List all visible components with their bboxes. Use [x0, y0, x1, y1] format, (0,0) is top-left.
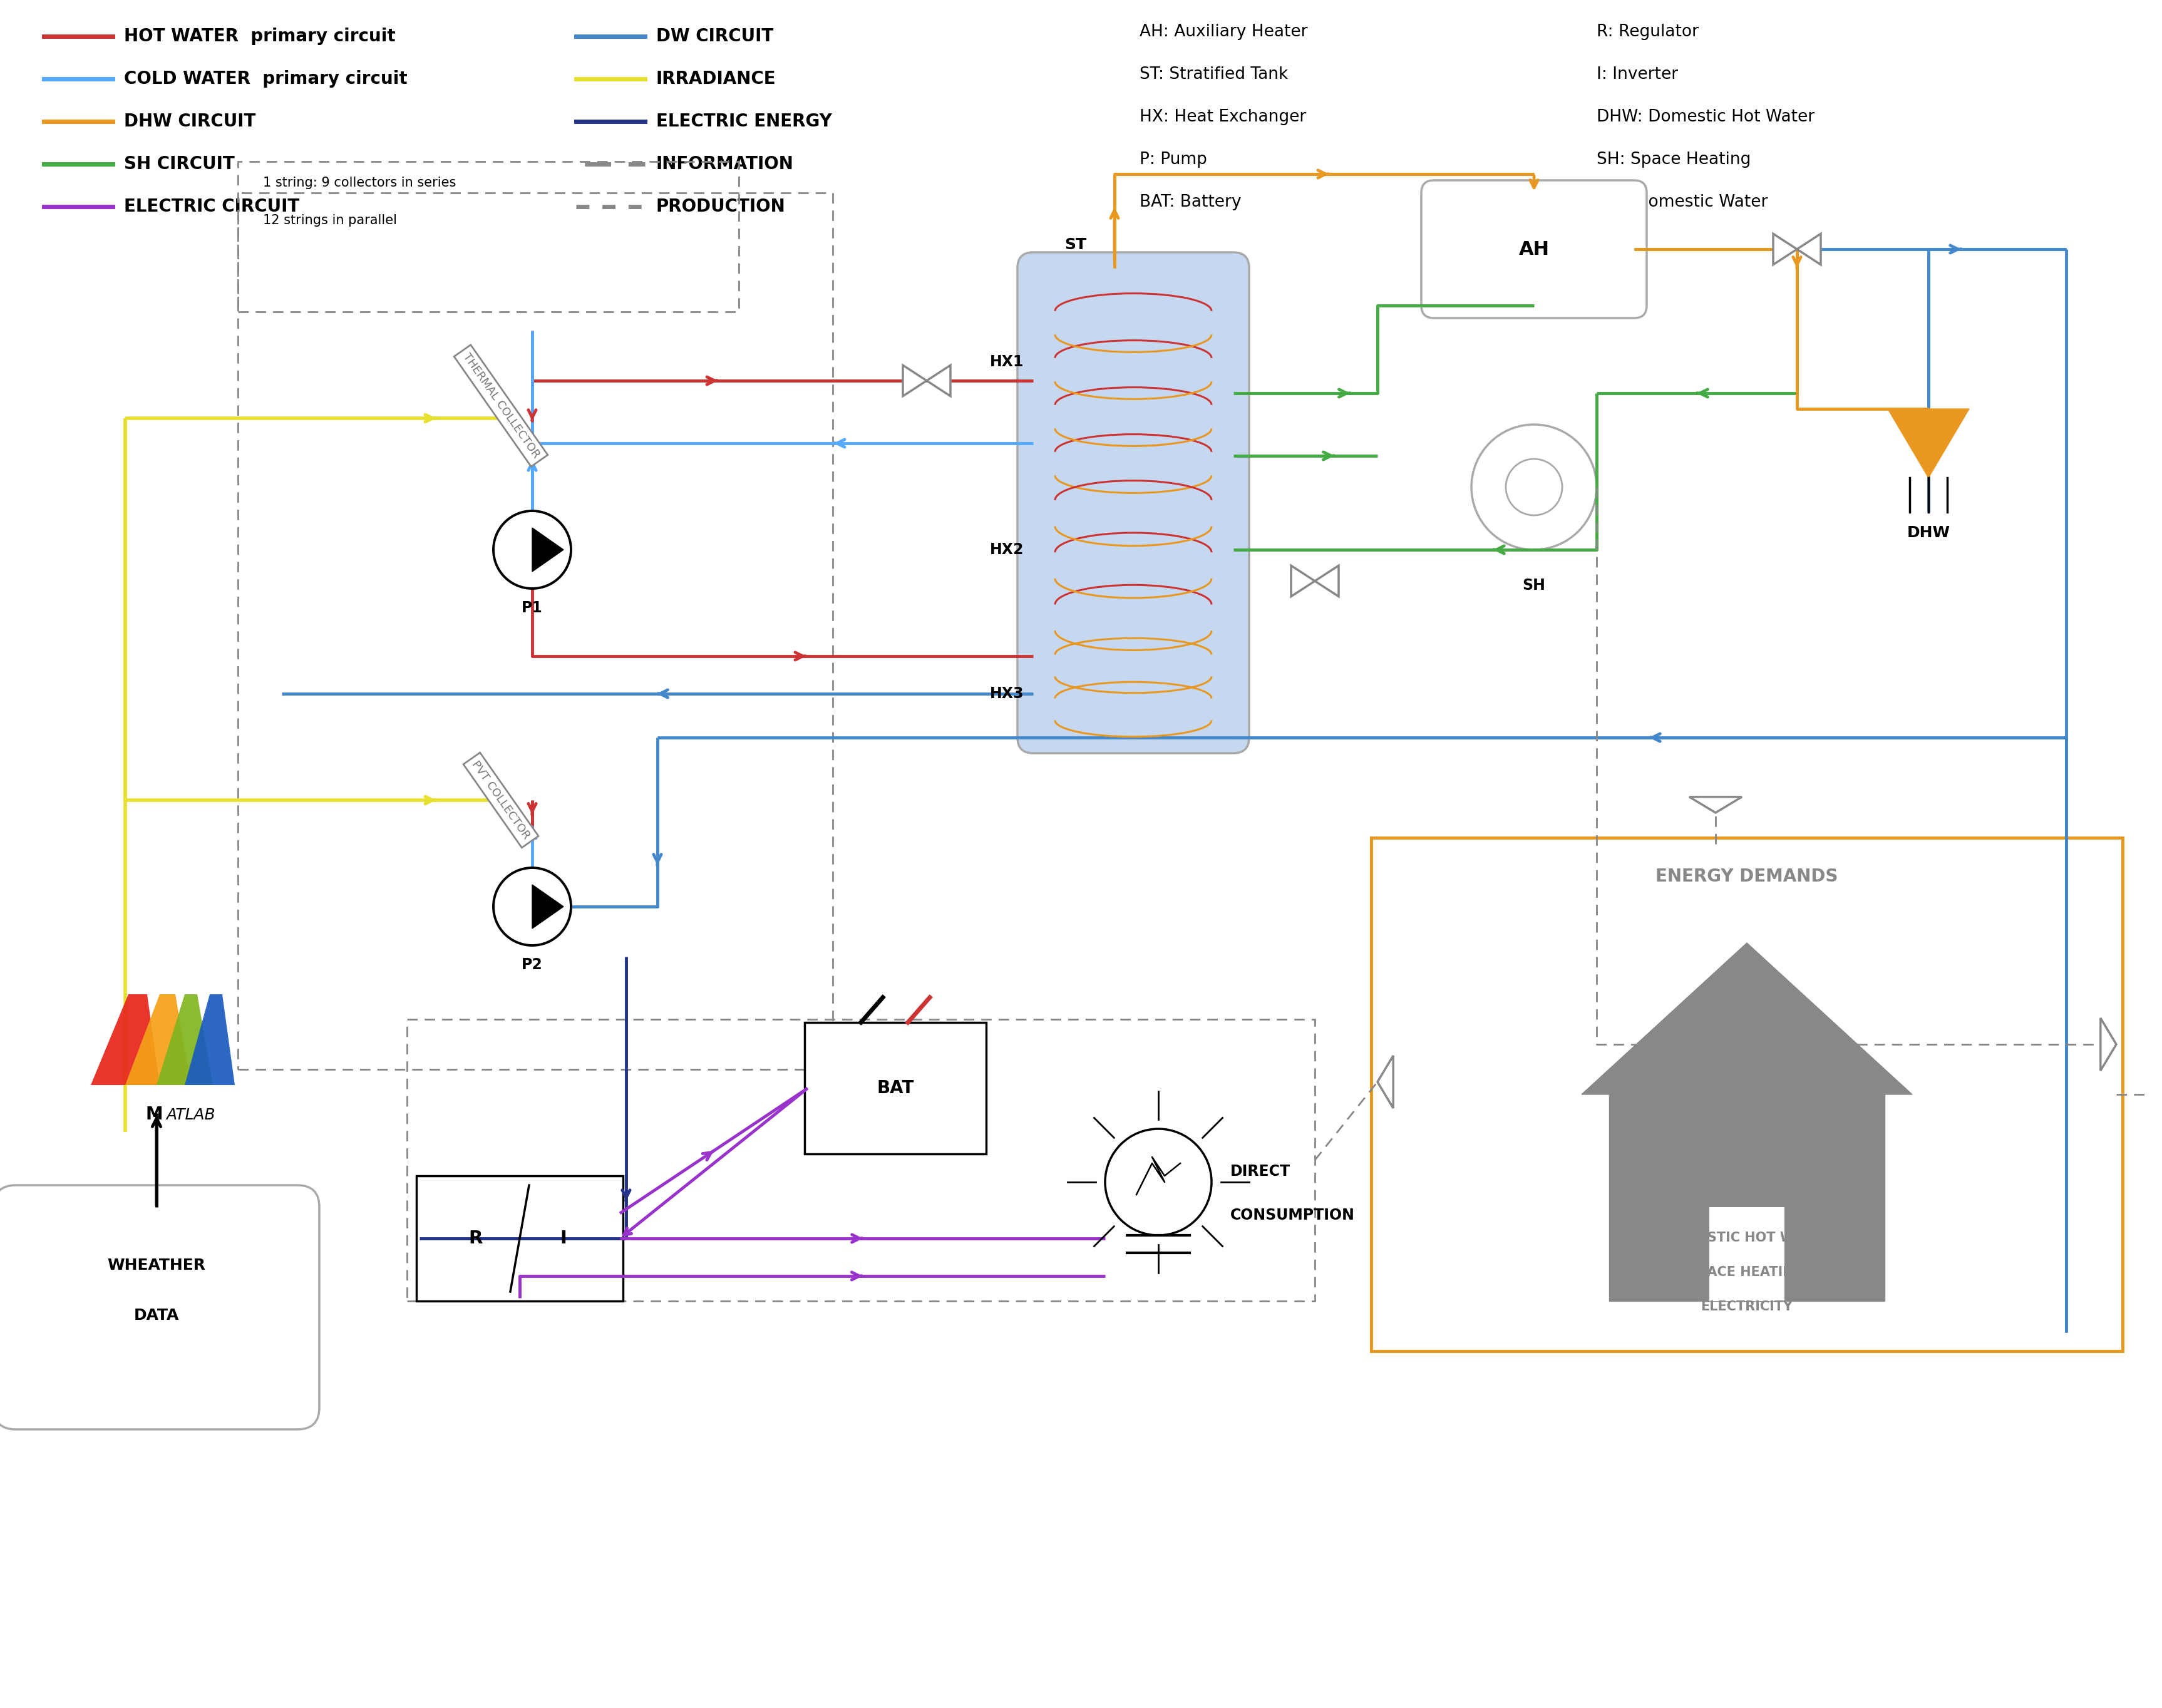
Text: P1: P1 [521, 601, 543, 615]
Polygon shape [1377, 1056, 1392, 1108]
Text: SH: SH [1522, 577, 1546, 593]
Text: DHW: Domestic Hot Water: DHW: Domestic Hot Water [1596, 109, 1814, 125]
Text: 1 string: 9 collectors in series: 1 string: 9 collectors in series [264, 176, 456, 190]
Polygon shape [1689, 798, 1743, 813]
FancyBboxPatch shape [1801, 1054, 1833, 1095]
Text: COLD WATER  primary circuit: COLD WATER primary circuit [123, 70, 406, 87]
Text: HX: Heat Exchanger: HX: Heat Exchanger [1139, 109, 1306, 125]
Polygon shape [1773, 234, 1797, 265]
Text: THERMAL COLLECTOR: THERMAL COLLECTOR [461, 352, 540, 459]
FancyBboxPatch shape [1371, 837, 2123, 1351]
Text: SH: Space Heating: SH: Space Heating [1596, 152, 1751, 167]
Text: PRODUCTION: PRODUCTION [657, 198, 785, 215]
Text: I: I [560, 1230, 566, 1247]
Circle shape [1105, 1129, 1211, 1235]
Polygon shape [1291, 565, 1314, 596]
Text: 12 strings in parallel: 12 strings in parallel [264, 214, 398, 227]
Text: WHEATHER: WHEATHER [108, 1257, 205, 1272]
Polygon shape [1797, 234, 1820, 265]
Text: PVT COLLECTOR: PVT COLLECTOR [469, 758, 532, 842]
Text: DOMESTIC HOT WATER: DOMESTIC HOT WATER [1663, 1231, 1831, 1243]
Polygon shape [1314, 565, 1338, 596]
Polygon shape [1583, 943, 1911, 1095]
Text: DW CIRCUIT: DW CIRCUIT [657, 27, 774, 44]
FancyBboxPatch shape [1420, 181, 1647, 318]
Text: ATLAB: ATLAB [166, 1107, 216, 1122]
Text: ELECTRICITY: ELECTRICITY [1701, 1300, 1792, 1313]
FancyBboxPatch shape [804, 1023, 986, 1155]
Text: ELECTRIC ENERGY: ELECTRIC ENERGY [657, 113, 832, 130]
FancyBboxPatch shape [417, 1175, 623, 1301]
Circle shape [1472, 425, 1596, 550]
Polygon shape [2101, 1018, 2117, 1071]
Text: R: Regulator: R: Regulator [1596, 24, 1699, 39]
Text: BAT: Battery: BAT: Battery [1139, 195, 1241, 210]
Text: CONSUMPTION: CONSUMPTION [1230, 1208, 1356, 1223]
Circle shape [493, 511, 571, 589]
Polygon shape [904, 366, 927, 396]
Polygon shape [184, 994, 236, 1085]
Text: P: Pump: P: Pump [1139, 152, 1206, 167]
FancyBboxPatch shape [1018, 253, 1250, 753]
Text: ST: ST [1064, 237, 1085, 253]
Text: SH CIRCUIT: SH CIRCUIT [123, 155, 236, 173]
Polygon shape [91, 994, 160, 1085]
Text: DHW CIRCUIT: DHW CIRCUIT [123, 113, 255, 130]
Text: SPACE HEATING: SPACE HEATING [1689, 1266, 1805, 1279]
Text: AH: Auxiliary Heater: AH: Auxiliary Heater [1139, 24, 1308, 39]
Text: ST: Stratified Tank: ST: Stratified Tank [1139, 67, 1289, 82]
FancyBboxPatch shape [1710, 1208, 1784, 1301]
Text: IRRADIANCE: IRRADIANCE [657, 70, 776, 87]
Text: DHW: DHW [1907, 526, 1950, 540]
Text: AH: AH [1518, 241, 1550, 258]
Polygon shape [156, 994, 212, 1085]
Text: HX2: HX2 [990, 541, 1025, 557]
Text: ELECTRIC CIRCUIT: ELECTRIC CIRCUIT [123, 198, 301, 215]
Text: I: Inverter: I: Inverter [1596, 67, 1678, 82]
Text: R: R [469, 1230, 482, 1247]
Text: DIRECT: DIRECT [1230, 1163, 1291, 1179]
Polygon shape [1887, 408, 1970, 478]
Text: HX3: HX3 [990, 687, 1025, 702]
Polygon shape [125, 994, 190, 1085]
Text: HOT WATER  primary circuit: HOT WATER primary circuit [123, 27, 396, 44]
Polygon shape [532, 885, 564, 929]
Polygon shape [1609, 1095, 1885, 1301]
Text: DATA: DATA [134, 1308, 179, 1324]
Circle shape [493, 868, 571, 946]
Text: DW: Domestic Water: DW: Domestic Water [1596, 195, 1769, 210]
Text: HX1: HX1 [990, 354, 1025, 369]
Text: ENERGY DEMANDS: ENERGY DEMANDS [1656, 868, 1838, 885]
FancyBboxPatch shape [0, 1185, 320, 1430]
Text: P2: P2 [521, 956, 543, 972]
Polygon shape [927, 366, 951, 396]
Circle shape [1505, 459, 1563, 516]
Polygon shape [532, 528, 564, 572]
Text: INFORMATION: INFORMATION [657, 155, 793, 173]
Text: BAT: BAT [878, 1079, 915, 1097]
Text: $\mathbf{M}$: $\mathbf{M}$ [145, 1105, 162, 1124]
